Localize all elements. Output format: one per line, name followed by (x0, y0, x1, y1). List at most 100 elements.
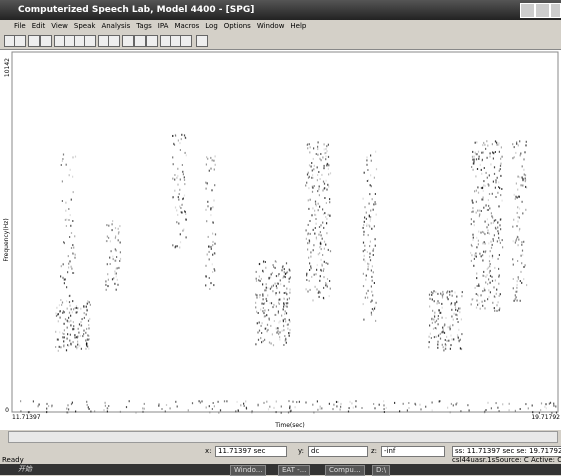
task-item[interactable]: D:\ (372, 465, 391, 476)
speckle (307, 248, 309, 251)
tool-button[interactable] (180, 35, 192, 47)
speckle (324, 212, 326, 215)
speckle (213, 252, 215, 254)
speckle (370, 159, 372, 162)
speckle (177, 196, 179, 199)
speckle (487, 229, 489, 232)
menu-item[interactable]: Window (256, 22, 285, 30)
speckle (80, 307, 82, 310)
speckle (449, 411, 451, 414)
speckle (307, 147, 309, 150)
speckle (177, 213, 179, 216)
speckle (495, 227, 497, 230)
speckle (332, 408, 334, 411)
speckle (317, 145, 319, 148)
menu-item[interactable]: File (14, 22, 26, 30)
speckle (366, 159, 368, 162)
speckle (143, 402, 145, 405)
speckle (488, 295, 490, 298)
range: ss: 11.71397 sec se: 19.71792 se (452, 446, 561, 457)
speckle (488, 174, 490, 177)
speckle (441, 296, 444, 299)
speckle (105, 240, 107, 243)
task-item[interactable]: Compu... (325, 465, 365, 476)
tool-button[interactable] (108, 35, 120, 47)
speckle (320, 153, 322, 155)
tool-button[interactable] (14, 35, 26, 47)
task-item[interactable]: Windo... (230, 465, 267, 476)
start-button[interactable]: 开始 (18, 465, 32, 473)
speckle (88, 335, 90, 337)
speckle (468, 409, 470, 412)
close[interactable] (550, 3, 561, 18)
speckle (498, 142, 500, 145)
speckle (272, 344, 275, 347)
menu-item[interactable]: Edit (31, 22, 46, 30)
y-label: Frequency(Hz) (3, 218, 10, 261)
speckle (256, 322, 258, 325)
tool-button[interactable] (146, 35, 158, 47)
speckle (312, 228, 314, 231)
speckle (69, 339, 71, 342)
tool-button[interactable] (28, 35, 40, 47)
menu-item[interactable]: Help (290, 22, 307, 30)
task-item[interactable]: EAT -... (278, 465, 311, 476)
speckle (318, 290, 320, 293)
speckle (108, 405, 110, 407)
speckle (478, 157, 480, 160)
speckle (58, 345, 60, 348)
speckle (488, 232, 490, 235)
speckle (370, 216, 372, 218)
speckle (406, 409, 408, 412)
speckle (74, 235, 76, 238)
minimize[interactable] (520, 3, 535, 18)
menu-item[interactable]: Speak (73, 22, 96, 30)
speckle (480, 255, 482, 258)
speckle (68, 320, 71, 323)
menu-item[interactable]: Options (223, 22, 251, 30)
speckle (264, 338, 266, 341)
speckle (514, 241, 516, 244)
speckle (394, 401, 396, 404)
speckle (317, 408, 319, 411)
speckle (500, 228, 502, 231)
speckle (485, 147, 487, 150)
speckle (264, 309, 266, 312)
speckle (513, 218, 515, 221)
speckle (494, 151, 496, 153)
menu-item[interactable]: Tags (136, 22, 152, 30)
speckle (371, 198, 373, 201)
tool-button[interactable] (196, 35, 208, 47)
speckle (210, 282, 212, 285)
speckle (259, 280, 261, 282)
speckle (183, 134, 186, 137)
speckle (86, 344, 88, 347)
speckle (372, 294, 374, 297)
speckle (499, 168, 501, 171)
scrollbar[interactable] (8, 431, 558, 443)
speckle (185, 137, 187, 140)
tool-button[interactable] (134, 35, 146, 47)
tool-button[interactable] (40, 35, 52, 47)
speckle (235, 410, 237, 413)
speckle (431, 298, 433, 301)
speckle (512, 263, 514, 266)
speckle (311, 214, 313, 217)
menu-item[interactable]: Macros (174, 22, 200, 30)
tool-button[interactable] (122, 35, 134, 47)
speckle (521, 241, 523, 244)
maximize[interactable] (535, 3, 550, 18)
speckle (65, 349, 68, 352)
speckle (516, 196, 518, 199)
tool-button[interactable] (84, 35, 96, 47)
speckle (326, 145, 328, 148)
speckle (326, 188, 328, 191)
menu-item[interactable]: IPA (157, 22, 169, 30)
speckle (436, 302, 438, 305)
menu-item[interactable]: Analysis (101, 22, 131, 30)
menu-item[interactable]: Log (205, 22, 218, 30)
speckle (482, 304, 484, 307)
speckle (74, 334, 76, 336)
menu-item[interactable]: View (51, 22, 68, 30)
speckle (181, 133, 183, 136)
